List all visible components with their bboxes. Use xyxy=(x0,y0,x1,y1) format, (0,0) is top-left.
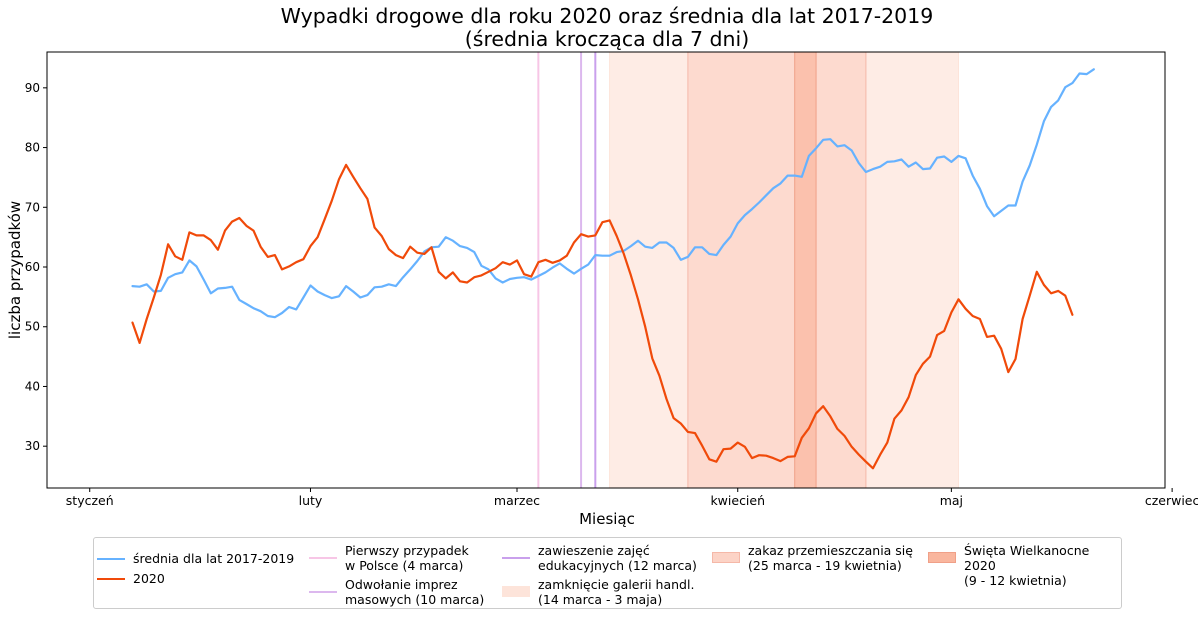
legend-label-2020: 2020 xyxy=(133,571,165,586)
legend-item-easter: Święta Wielkanocne 2020 (9 - 12 kwietnia… xyxy=(928,543,1121,588)
legend-item-first-case: Pierwszy przypadek w Polsce (4 marca) xyxy=(309,543,469,573)
y-tick-label: 60 xyxy=(25,260,40,274)
x-tick-label: styczeń xyxy=(66,493,114,508)
legend-swatch-2020 xyxy=(97,578,125,580)
y-axis: 30 40 50 60 70 80 90 xyxy=(25,81,47,453)
shaded-periods xyxy=(609,51,959,489)
legend-label-movement-ban: zakaz przemieszczania się (25 marca - 19… xyxy=(748,543,913,573)
legend-item-malls: zamknięcie galerii handl. (14 marca - 3 … xyxy=(502,577,694,607)
legend-item-movement-ban: zakaz przemieszczania się (25 marca - 19… xyxy=(712,543,913,573)
legend-swatch-movement-ban xyxy=(712,552,740,563)
chart-subtitle: (średnia krocząca dla 7 dni) xyxy=(465,27,749,51)
legend-label-malls: zamknięcie galerii handl. (14 marca - 3 … xyxy=(538,577,695,607)
y-tick-label: 50 xyxy=(25,320,40,334)
legend-item-schools: zawieszenie zajęć edukacyjnych (12 marca… xyxy=(502,543,697,573)
y-tick-label: 90 xyxy=(25,81,40,95)
series-line-1 xyxy=(131,163,1074,470)
series-line-0 xyxy=(131,68,1095,319)
legend-item-mass-events: Odwołanie imprez masowych (10 marca) xyxy=(309,577,484,607)
y-tick-label: 30 xyxy=(25,439,40,453)
legend-swatch-mass-events xyxy=(309,591,337,593)
plot-frame xyxy=(46,51,1166,489)
y-axis-label: liczba przypadków xyxy=(6,201,24,339)
legend-swatch-first-case xyxy=(309,557,337,559)
chart-title: Wypadki drogowe dla roku 2020 oraz średn… xyxy=(281,4,934,28)
legend-label-mass-events: Odwołanie imprez masowych (10 marca) xyxy=(345,577,485,607)
legend-item-2020: 2020 xyxy=(97,571,165,586)
legend-label-schools: zawieszenie zajęć edukacyjnych (12 marca… xyxy=(538,543,697,573)
shaded-period-1 xyxy=(687,51,867,489)
legend-label-first-case: Pierwszy przypadek w Polsce (4 marca) xyxy=(345,543,469,573)
legend: średnia dla lat 2017-2019 2020 Pierwszy … xyxy=(93,537,1122,609)
x-tick-label: maj xyxy=(940,493,963,508)
legend-swatch-easter xyxy=(928,552,956,563)
y-tick-label: 70 xyxy=(25,200,40,214)
legend-label-avg: średnia dla lat 2017-2019 xyxy=(133,551,295,566)
y-tick-label: 40 xyxy=(25,379,40,393)
x-axis-label: Miesiąc xyxy=(579,510,635,528)
legend-swatch-schools xyxy=(502,557,530,559)
legend-swatch-avg xyxy=(97,558,125,560)
legend-label-easter: Święta Wielkanocne 2020 (9 - 12 kwietnia… xyxy=(964,543,1090,588)
legend-item-avg: średnia dla lat 2017-2019 xyxy=(97,551,294,566)
x-tick-label: luty xyxy=(299,493,323,508)
x-tick-label: marzec xyxy=(494,493,540,508)
x-axis: styczeń luty marzec kwiecień maj czerwiec xyxy=(66,488,1198,508)
x-tick-label: czerwiec xyxy=(1145,493,1198,508)
shaded-period-2 xyxy=(794,51,817,489)
y-tick-label: 80 xyxy=(25,141,40,155)
legend-swatch-malls xyxy=(502,586,530,597)
x-tick-label: kwiecień xyxy=(710,493,765,508)
data-series xyxy=(131,68,1095,470)
